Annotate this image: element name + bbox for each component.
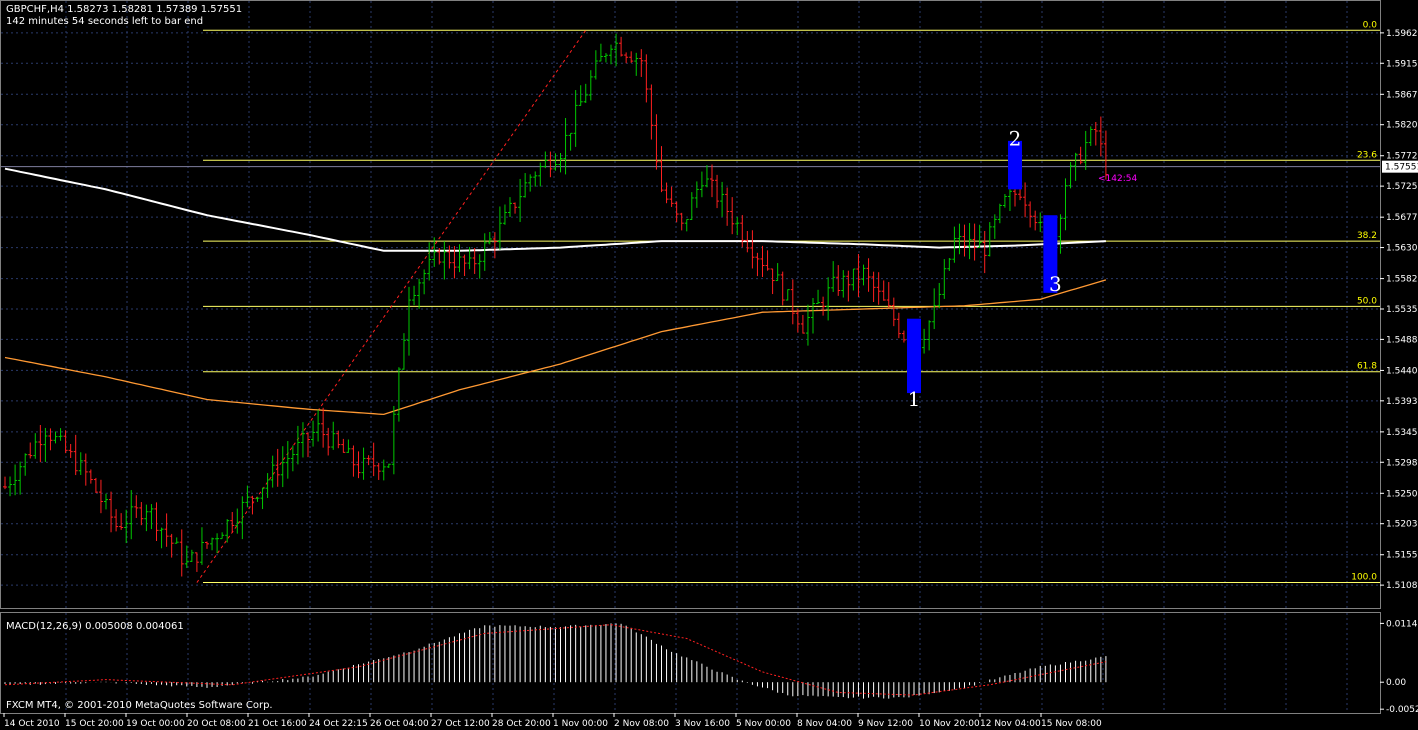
highlight-box	[1008, 140, 1022, 190]
grid	[0, 0, 1381, 714]
current-price-box	[1382, 160, 1418, 173]
macd-tick-label: 0.01145	[1386, 619, 1418, 629]
price-tick-label: 1.51080	[1386, 581, 1418, 591]
bar-timer-text: 142 minutes 54 seconds left to bar end	[6, 16, 203, 27]
fib-label: 23.6	[1357, 150, 1377, 160]
highlight-box	[1043, 215, 1058, 293]
time-tick-label: 5 Nov 00:00	[736, 719, 791, 729]
time-tick-label: 12 Nov 04:00	[980, 719, 1041, 729]
fib-label: 38.2	[1357, 231, 1377, 241]
price-tick-label: 1.56300	[1386, 244, 1418, 254]
time-tick-label: 26 Oct 04:00	[370, 719, 429, 729]
trend-line	[196, 29, 587, 583]
time-tick-label: 8 Nov 04:00	[797, 719, 852, 729]
price-tick-label: 1.59150	[1386, 59, 1418, 69]
time-tick-label: 14 Oct 2010	[4, 719, 60, 729]
price-tick-label: 1.53930	[1386, 397, 1418, 407]
time-tick-label: 24 Oct 22:15	[309, 719, 368, 729]
time-tick-label: 3 Nov 16:00	[675, 719, 730, 729]
time-tick-label: 9 Nov 12:00	[858, 719, 913, 729]
wave-label: 2	[1009, 126, 1022, 150]
wave-label: 1	[908, 387, 921, 411]
moving-averages	[4, 167, 1107, 416]
price-tick-label: 1.52980	[1386, 458, 1418, 468]
price-tick-label: 1.52500	[1386, 489, 1418, 499]
price-tick-label: 1.54880	[1386, 335, 1418, 345]
highlight-boxes	[907, 140, 1058, 394]
time-tick-label: 28 Oct 20:00	[492, 719, 551, 729]
price-tick-label: 1.54400	[1386, 366, 1418, 376]
price-tick-label: 1.55820	[1386, 275, 1418, 285]
macd-frame	[0, 612, 1381, 714]
time-tick-label: 15 Oct 20:00	[65, 719, 124, 729]
macd-signal-line	[4, 624, 1106, 696]
macd-tick-label: -0.00525	[1386, 705, 1418, 715]
highlight-box	[907, 318, 921, 394]
price-tick-label: 1.59620	[1386, 29, 1418, 39]
copyright-footer: FXCM MT4, © 2001-2010 MetaQuotes Softwar…	[6, 700, 273, 711]
fib-label: 50.0	[1357, 296, 1377, 306]
wave-label: 3	[1049, 272, 1062, 296]
price-tick-label: 1.51550	[1386, 551, 1418, 561]
fib-label: 61.8	[1357, 362, 1377, 372]
price-tick-label: 1.57250	[1386, 182, 1418, 192]
time-tick-label: 15 Nov 08:00	[1041, 719, 1102, 729]
trend-line	[196, 29, 587, 583]
time-tick-label: 19 Oct 00:00	[126, 719, 185, 729]
time-tick-label: 27 Oct 12:00	[431, 719, 490, 729]
price-tick-label: 1.55350	[1386, 305, 1418, 315]
macd-panel: 0.01145 0.00 -0.00525	[4, 619, 1418, 715]
price-bars	[3, 33, 1108, 577]
time-tick-label: 1 Nov 00:00	[553, 719, 608, 729]
time-tick-label: 21 Oct 16:00	[248, 719, 307, 729]
time-tick-label: 2 Nov 08:00	[614, 719, 669, 729]
timer-label: <142:54	[1098, 174, 1137, 184]
price-tick-label: 1.57720	[1386, 152, 1418, 162]
ma-fast-line	[4, 279, 1107, 416]
time-tick-label: 10 Nov 20:00	[919, 719, 980, 729]
symbol-header: GBPCHF,H4 1.58273 1.58281 1.57389 1.5755…	[6, 4, 242, 15]
time-tick-label: 20 Oct 08:00	[187, 719, 246, 729]
fib-label: 100.0	[1351, 573, 1377, 583]
price-tick-label: 1.58670	[1386, 90, 1418, 100]
macd-tick-label: 0.00	[1386, 678, 1406, 688]
price-tick-label: 1.52030	[1386, 520, 1418, 530]
price-tick-label: 1.53450	[1386, 428, 1418, 438]
macd-title: MACD(12,26,9) 0.005008 0.004061	[6, 621, 184, 632]
wave-labels: 1 2 3	[908, 126, 1062, 411]
price-axis: 1.59620 1.59150 1.58670 1.58200 1.57720 1.572…	[1380, 29, 1418, 591]
price-tick-label: 1.56770	[1386, 213, 1418, 223]
fib-label: 0.0	[1363, 20, 1378, 30]
main-frame	[0, 0, 1381, 609]
price-tick-label: 1.58200	[1386, 121, 1418, 131]
ma-slow-line	[4, 167, 1106, 252]
fibonacci-levels: 0.0 23.6 38.2 50.0 61.8 100.0	[203, 20, 1380, 584]
time-axis: 14 Oct 2010 15 Oct 20:00 19 Oct 00:00 20 Oc…	[3, 713, 1102, 729]
current-price-label: 1.57551	[1385, 163, 1418, 173]
